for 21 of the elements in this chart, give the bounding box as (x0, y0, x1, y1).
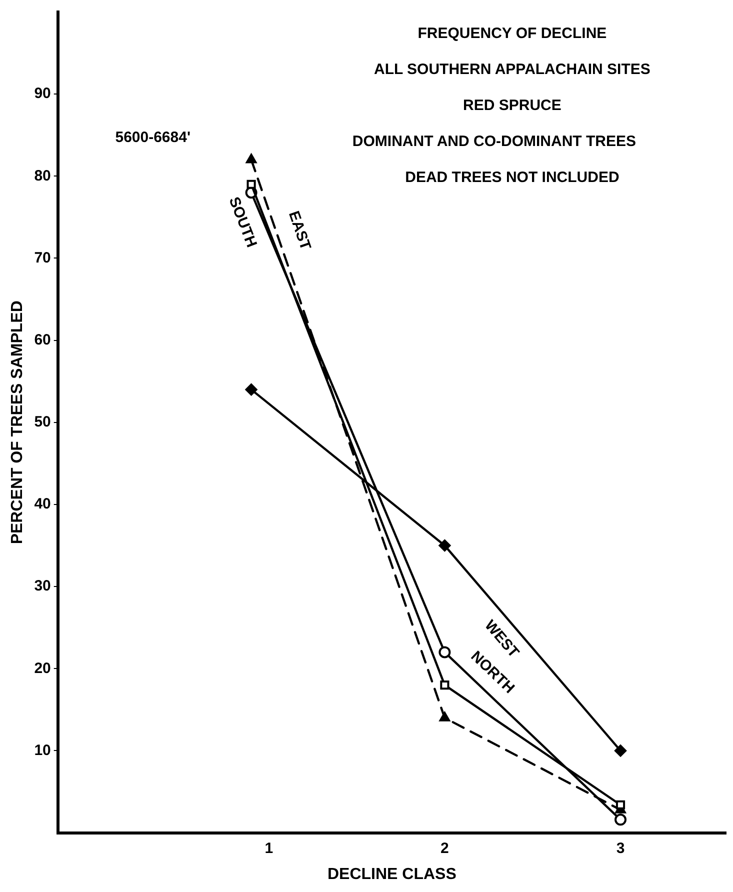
x-tick-label: 3 (616, 840, 625, 857)
y-tick-label: 40 (34, 496, 51, 513)
annotation: 5600-6684' (115, 129, 191, 146)
text: EAST (284, 208, 314, 252)
y-tick-label: 50 (34, 414, 51, 431)
y-tick-label: 60 (34, 331, 51, 348)
y-tick-label: 20 (34, 660, 51, 677)
annotation: DOMINANT AND CO-DOMINANT TREES (352, 133, 636, 150)
y-tick-label: 90 (34, 85, 51, 102)
y-tick-label: 30 (34, 578, 51, 595)
y-axis-title: PERCENT OF TREES SAMPLED (9, 300, 26, 544)
y-tick-label: 10 (34, 742, 51, 759)
annotation: DEAD TREES NOT INCLUDED (405, 169, 620, 186)
x-tick-label: 2 (440, 840, 449, 857)
x-tick-label: 1 (264, 840, 274, 857)
y-tick-label: 80 (34, 167, 51, 184)
annotation: ALL SOUTHERN APPALACHAIN SITES (374, 61, 650, 78)
y-tick-label: 70 (34, 249, 51, 266)
x-axis-title: DECLINE CLASS (327, 866, 457, 883)
annotation: RED SPRUCE (463, 97, 562, 114)
text: FREQUENCY OF DECLINE (418, 25, 607, 42)
